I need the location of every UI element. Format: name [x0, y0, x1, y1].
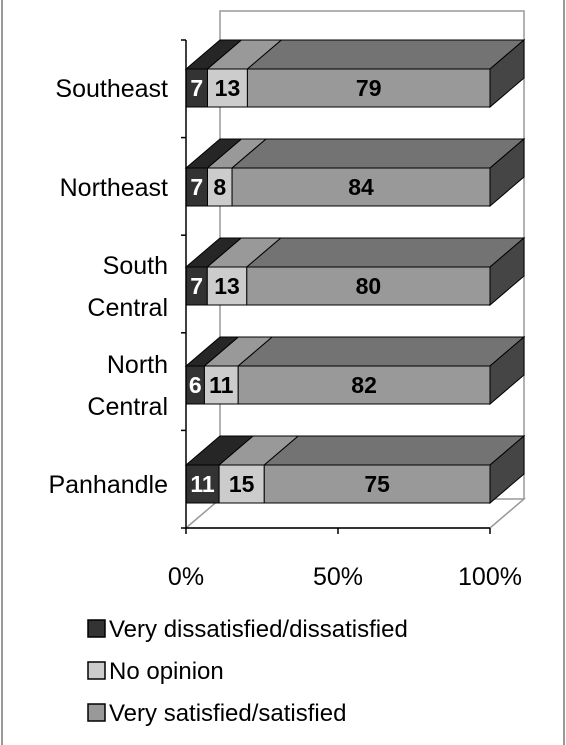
data-label-south-central-very-dissatisfied-dissatisfied: 7	[190, 273, 203, 299]
bar-north-central-very-satisfied-satisfied	[237, 365, 491, 405]
bar-panhandle-no-opinion	[218, 464, 265, 504]
legend-item-very-satisfied-satisfied: Very satisfied/satisfied	[87, 700, 346, 727]
category-label-line: Central	[87, 294, 168, 322]
bar-south-central-very-satisfied-satisfied-top	[245, 237, 526, 268]
legend-label: Very dissatisfied/dissatisfied	[109, 616, 408, 643]
data-label-panhandle-very-dissatisfied-dissatisfied: 11	[190, 471, 215, 497]
bar-row-panhandle: 11 15 75	[184, 434, 526, 505]
bar-south-central-very-satisfied-satisfied-side	[489, 236, 525, 307]
data-label-northeast-very-dissatisfied-dissatisfied: 7	[190, 174, 203, 200]
x-tick-label-0: 0%	[168, 563, 204, 591]
category-label-northeast: Northeast	[60, 174, 168, 202]
bar-row-northeast: 7 8 84	[184, 137, 526, 208]
bar-northeast-very-satisfied-satisfied-side	[489, 137, 525, 208]
bar-southeast-no-opinion	[206, 68, 248, 108]
bar-southeast-very-satisfied-satisfied	[246, 68, 491, 108]
data-label-southeast-very-dissatisfied-dissatisfied: 7	[190, 75, 203, 101]
legend-item-very-dissatisfied-dissatisfied: Very dissatisfied/dissatisfied	[87, 616, 408, 643]
data-label-northeast-no-opinion: 8	[213, 174, 226, 200]
legend-label: Very satisfied/satisfied	[109, 700, 346, 727]
bar-north-central-very-satisfied-satisfied-top	[236, 336, 526, 367]
legend-item-no-opinion: No opinion	[87, 658, 224, 685]
data-label-north-central-very-satisfied-satisfied: 82	[351, 372, 377, 398]
bar-panhandle-very-satisfied-satisfied-top	[262, 435, 526, 466]
bar-north-central-very-satisfied-satisfied-side	[489, 335, 525, 406]
data-label-southeast-very-satisfied-satisfied: 79	[356, 75, 382, 101]
category-label-panhandle: Panhandle	[48, 471, 168, 499]
data-label-south-central-very-satisfied-satisfied: 80	[356, 273, 382, 299]
bar-row-south-central: 7 13 80	[184, 236, 526, 307]
data-label-southeast-no-opinion: 13	[215, 75, 241, 101]
x-tick-label-50: 50%	[313, 563, 363, 591]
category-label-south-central: South Central	[87, 252, 168, 322]
legend-swatch	[87, 619, 106, 638]
x-tick-label-100: 100%	[458, 563, 522, 591]
bar-northeast-no-opinion	[206, 167, 233, 207]
category-label-line: Central	[87, 393, 168, 421]
bar-panhandle-very-satisfied-satisfied-side	[489, 434, 525, 505]
category-label-line: Northeast	[60, 174, 168, 202]
data-label-north-central-very-dissatisfied-dissatisfied: 6	[189, 372, 202, 398]
data-label-northeast-very-satisfied-satisfied: 84	[348, 174, 374, 200]
category-label-southeast: Southeast	[55, 75, 168, 103]
category-label-line: Panhandle	[48, 471, 168, 499]
data-label-south-central-no-opinion: 13	[214, 273, 240, 299]
legend: Very dissatisfied/dissatisfied No opinion…	[87, 616, 408, 727]
bar-row-southeast: 7 13 79	[184, 38, 526, 109]
legend-label: No opinion	[109, 658, 224, 685]
bar-southeast-very-satisfied-satisfied-side	[489, 38, 525, 109]
bar-south-central-no-opinion	[206, 266, 248, 306]
data-label-north-central-no-opinion: 11	[209, 372, 234, 398]
x-axis: 0% 50% 100%	[168, 527, 522, 591]
bar-panhandle-very-satisfied-satisfied	[263, 464, 491, 504]
category-label-line: Southeast	[55, 75, 168, 103]
legend-swatch	[87, 703, 106, 722]
data-label-panhandle-no-opinion: 15	[229, 471, 255, 497]
data-label-panhandle-very-satisfied-satisfied: 75	[364, 471, 390, 497]
bar-row-north-central: 6 11 82	[184, 335, 526, 406]
legend-swatch	[87, 661, 106, 680]
bar-panhandle-very-dissatisfied-dissatisfied	[185, 464, 220, 504]
bar-southeast-very-satisfied-satisfied-top	[246, 39, 526, 70]
category-labels: Southeast Northeast South Central North Centr…	[48, 75, 168, 499]
category-label-north-central: North Central	[87, 351, 168, 421]
bar-northeast-very-satisfied-satisfied	[231, 167, 491, 207]
category-label-line: South	[103, 252, 168, 280]
bar-north-central-no-opinion	[203, 365, 239, 405]
category-label-line: North	[107, 351, 168, 379]
bar-northeast-very-satisfied-satisfied-top	[230, 138, 526, 169]
bar-south-central-very-satisfied-satisfied	[246, 266, 491, 306]
